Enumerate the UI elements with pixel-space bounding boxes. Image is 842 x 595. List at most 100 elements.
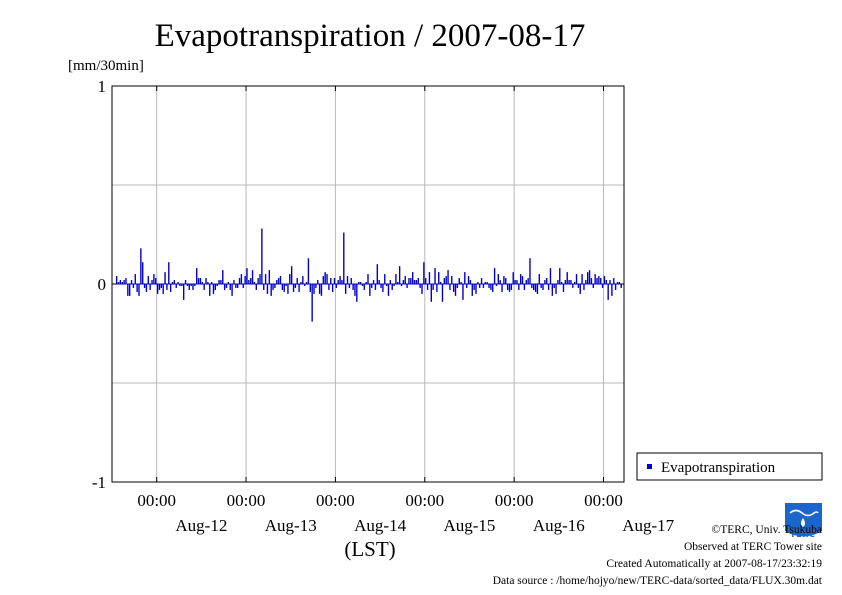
bar	[469, 280, 472, 284]
bar	[289, 274, 291, 284]
bar	[471, 284, 473, 296]
bar	[544, 280, 546, 284]
bar	[238, 278, 241, 284]
bar	[244, 276, 246, 284]
x-tick-time-label: 00:00	[227, 491, 266, 510]
bar	[363, 284, 365, 290]
bar	[371, 284, 373, 288]
bar	[540, 284, 542, 288]
bar	[519, 274, 522, 284]
bar	[486, 282, 488, 284]
bar	[259, 274, 261, 284]
bar	[417, 278, 419, 284]
bar	[436, 284, 438, 292]
bar	[136, 284, 138, 292]
bar	[281, 284, 284, 290]
bar	[367, 274, 369, 284]
bar	[261, 228, 263, 284]
bar	[410, 278, 412, 284]
bar	[222, 270, 224, 284]
bar	[348, 284, 351, 288]
bar	[356, 284, 358, 302]
bar	[378, 280, 380, 284]
axis-ticks	[112, 85, 624, 483]
bar	[523, 284, 526, 290]
bar	[127, 284, 129, 296]
bar	[572, 284, 574, 288]
bar	[521, 276, 524, 284]
bar	[484, 282, 486, 284]
bar	[266, 284, 269, 294]
bar	[173, 280, 176, 284]
bar	[395, 274, 397, 284]
bar	[465, 284, 468, 288]
bar	[231, 284, 233, 296]
bar	[209, 284, 211, 296]
bar	[290, 266, 293, 284]
x-tick-time-label: 00:00	[584, 491, 623, 510]
bar	[268, 270, 271, 284]
bar	[426, 284, 429, 290]
bar	[533, 284, 535, 290]
bar	[462, 284, 464, 300]
bar	[603, 276, 606, 284]
bar	[272, 284, 274, 290]
bar	[184, 280, 187, 284]
bar	[196, 268, 198, 284]
bar	[335, 284, 338, 288]
bar	[393, 284, 395, 286]
bar	[505, 278, 507, 284]
bar	[512, 272, 514, 284]
bar	[387, 284, 390, 296]
bar	[480, 278, 483, 284]
bar	[240, 274, 243, 284]
bar	[143, 284, 146, 288]
bar	[250, 278, 252, 284]
bar	[454, 284, 457, 296]
bar	[298, 284, 300, 292]
bar	[590, 278, 593, 284]
y-tick-label: 1	[98, 77, 107, 96]
bar	[134, 274, 136, 284]
bar	[421, 284, 423, 294]
bar	[179, 284, 181, 286]
bar	[128, 284, 131, 296]
bar	[479, 284, 481, 288]
legend: Evapotranspiration	[636, 452, 823, 481]
bar	[408, 278, 410, 284]
bar	[117, 282, 120, 284]
bar	[309, 284, 311, 292]
bar	[292, 284, 295, 292]
bar	[594, 274, 596, 284]
bar	[242, 284, 244, 288]
bar	[445, 276, 447, 284]
bar	[534, 284, 537, 292]
bar	[607, 284, 609, 300]
bar	[553, 284, 555, 288]
bar	[223, 284, 226, 290]
bar	[620, 284, 622, 288]
bar	[382, 284, 384, 292]
bar	[181, 284, 183, 286]
bar	[162, 284, 164, 294]
bar	[432, 284, 434, 290]
bar	[562, 284, 565, 292]
bar	[531, 284, 533, 288]
bar	[317, 280, 319, 284]
bar	[376, 264, 379, 284]
bar	[218, 280, 220, 284]
bar	[199, 278, 202, 284]
bar	[253, 282, 256, 284]
bar	[274, 284, 276, 288]
bar	[277, 278, 280, 284]
bar	[611, 284, 613, 296]
bar	[475, 284, 477, 294]
bar	[248, 280, 250, 284]
bar	[583, 284, 585, 290]
bar	[318, 284, 321, 294]
bar	[499, 280, 501, 284]
bar	[188, 284, 190, 290]
legend-swatch	[647, 464, 652, 469]
bar	[121, 282, 123, 284]
bar	[320, 284, 323, 296]
